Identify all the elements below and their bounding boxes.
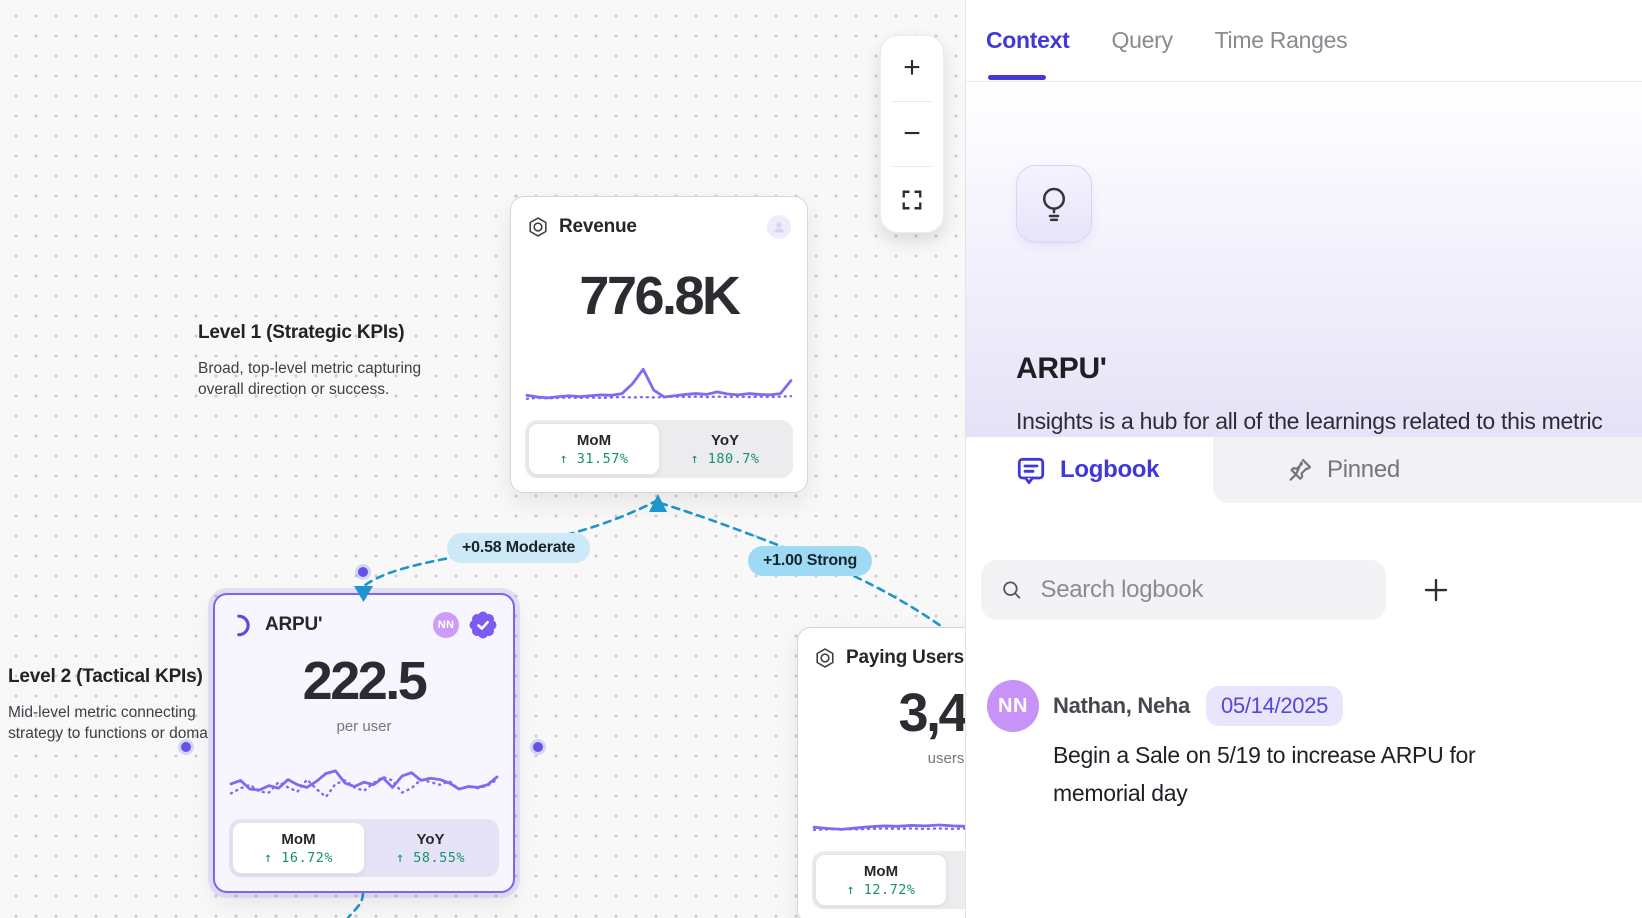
hexagon-node-icon xyxy=(814,647,836,669)
level-1-annotation: Level 1 (Strategic KPIs) Broad, top-leve… xyxy=(198,322,458,400)
logbook-search[interactable] xyxy=(981,560,1386,620)
verified-seal-icon xyxy=(469,611,497,639)
arpu-sparkline xyxy=(231,753,497,805)
correlation-label-strong[interactable]: +1.00 Strong xyxy=(748,546,873,576)
paying-card-header: Paying Users' xyxy=(798,628,1094,672)
arpu-yoy-tab[interactable]: YoY ↑ 58.55% xyxy=(365,822,496,874)
revenue-card-title: Revenue xyxy=(559,215,637,237)
hexagon-node-icon xyxy=(527,216,549,238)
correlation-label-moderate[interactable]: +0.58 Moderate xyxy=(447,533,591,563)
mom-label: MoM xyxy=(281,830,316,848)
connection-handle-right[interactable] xyxy=(530,739,546,755)
arpu-unit: per user xyxy=(336,717,392,735)
entry-avatar: NN xyxy=(987,680,1039,732)
entry-date-badge[interactable]: 05/14/2025 xyxy=(1205,686,1344,726)
paying-users-unit: users xyxy=(927,750,965,767)
zoom-in-button[interactable]: + xyxy=(903,51,921,85)
arpu-mom-tab[interactable]: MoM ↑ 16.72% xyxy=(232,822,365,874)
context-panel: Context Query Time Ranges ARPU' Insights… xyxy=(965,0,1642,918)
panel-tab-bar: Context Query Time Ranges xyxy=(966,0,1642,82)
mom-value: ↑ 16.72% xyxy=(263,849,334,866)
entry-text: Begin a Sale on 5/19 to increase ARPU fo… xyxy=(1053,742,1476,806)
level-1-description: Broad, top-level metric capturing overal… xyxy=(198,360,422,398)
entry-author: Nathan, Neha xyxy=(1053,693,1190,718)
revenue-yoy-tab[interactable]: YoY ↑ 180.7% xyxy=(660,423,790,475)
insight-tile xyxy=(1016,165,1092,243)
mom-label: MoM xyxy=(863,862,899,880)
pinned-label: Pinned xyxy=(1327,456,1400,483)
logbook-toolbar xyxy=(981,560,1642,620)
metric-canvas[interactable]: Level 1 (Strategic KPIs) Broad, top-leve… xyxy=(0,0,1095,918)
arpu-card-title: ARPU' xyxy=(265,613,323,635)
fit-view-icon xyxy=(902,190,922,210)
revenue-value: 776.8K xyxy=(579,265,741,326)
arpu-value: 222.5 xyxy=(302,650,428,711)
yoy-value: ↑ 58.55% xyxy=(395,849,466,866)
connection-handle-top[interactable] xyxy=(355,564,371,580)
tab-context[interactable]: Context xyxy=(986,27,1070,80)
level-2-description: Mid-level metric connecting strategy to … xyxy=(8,704,208,742)
search-icon xyxy=(1003,581,1021,599)
owner-avatar-icon[interactable] xyxy=(767,214,791,239)
search-input[interactable] xyxy=(1038,575,1366,605)
yoy-label: YoY xyxy=(710,431,740,449)
metric-context-hero: ARPU' Insights is a hub for all of the l… xyxy=(966,82,1642,437)
tab-pinned[interactable]: Pinned xyxy=(1213,437,1642,503)
paying-mom-tab[interactable]: MoM ↑ 12.72% xyxy=(815,854,947,906)
revenue-sparkline xyxy=(527,354,791,406)
arpu-card-header: ARPU' NN xyxy=(215,595,513,639)
fit-view-button[interactable] xyxy=(881,167,943,232)
yoy-value: ↑ 180.7% xyxy=(690,450,760,467)
level-1-title: Level 1 (Strategic KPIs) xyxy=(198,322,405,343)
yoy-label: YoY xyxy=(416,830,445,848)
pushpin-icon xyxy=(1289,458,1312,481)
revenue-mom-tab[interactable]: MoM ↑ 31.57% xyxy=(528,423,660,475)
collaborator-avatar-badge[interactable]: NN xyxy=(433,611,459,638)
lightbulb-icon xyxy=(1042,187,1066,222)
entry-header: Nathan, Neha 05/14/2025 xyxy=(1053,686,1344,726)
add-entry-button[interactable] xyxy=(1418,572,1454,608)
tab-logbook[interactable]: Logbook xyxy=(966,437,1213,503)
tab-query[interactable]: Query xyxy=(1111,27,1173,53)
metric-description: Insights is a hub for all of the learnin… xyxy=(1016,408,1603,434)
metric-card-revenue[interactable]: Revenue 776.8K MoM ↑ 31.57% YoY xyxy=(510,196,808,493)
paying-card-title: Paying Users' xyxy=(846,646,969,668)
edge-arpu-down-stub xyxy=(346,891,365,918)
logbook-comment-icon xyxy=(1017,457,1045,485)
arpu-period-tabs: MoM ↑ 16.72% YoY ↑ 58.55% xyxy=(229,819,499,877)
mom-value: ↑ 12.72% xyxy=(846,881,916,898)
revenue-period-tabs: MoM ↑ 31.57% YoY ↑ 180.7% xyxy=(525,420,793,478)
revenue-card-header: Revenue xyxy=(511,197,807,241)
zoom-out-button[interactable]: − xyxy=(903,117,921,150)
arrowhead-into-revenue xyxy=(649,494,667,512)
mom-value: ↑ 31.57% xyxy=(559,450,629,467)
tab-time-ranges[interactable]: Time Ranges xyxy=(1214,27,1348,53)
crescent-metric-icon xyxy=(231,612,255,638)
plus-icon xyxy=(1424,578,1448,602)
metric-card-arpu[interactable]: ARPU' NN 222.5 per user xyxy=(213,593,515,893)
logbook-pinned-tab-bar: Pinned Logbook xyxy=(966,437,1642,503)
level-2-annotation: Level 2 (Tactical KPIs) Mid-level metric… xyxy=(8,666,223,744)
level-2-title: Level 2 (Tactical KPIs) xyxy=(8,666,203,687)
mom-label: MoM xyxy=(576,431,612,449)
canvas-zoom-controls: + − xyxy=(880,35,944,233)
metric-name-heading: ARPU' xyxy=(1016,352,1107,385)
logbook-label: Logbook xyxy=(1060,456,1160,483)
